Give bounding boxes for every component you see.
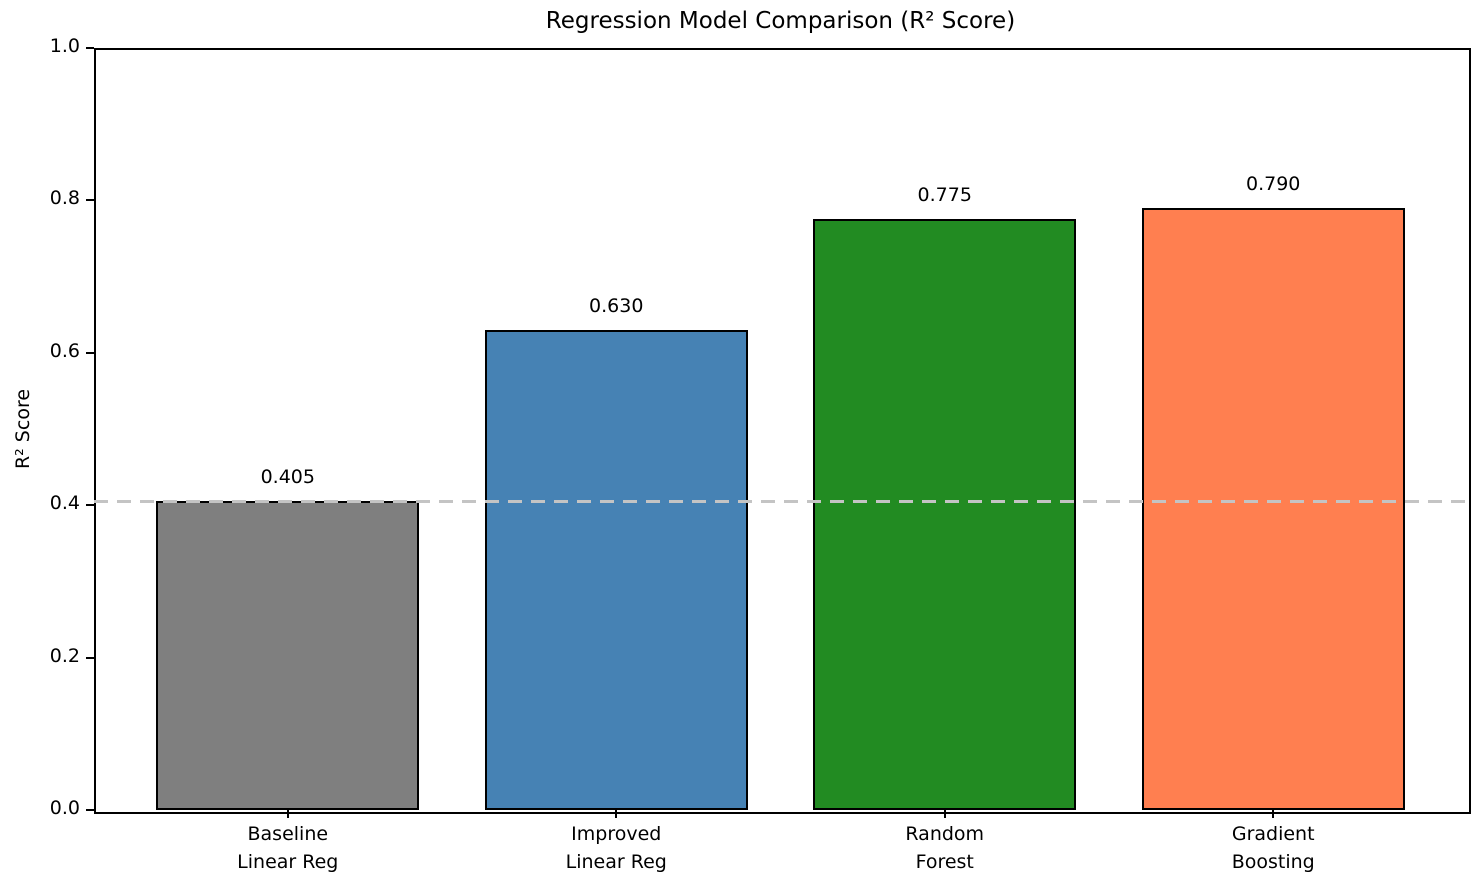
- x-tick-label-random-forest: Random Forest: [905, 823, 985, 873]
- y-tick-label: 0.8: [49, 187, 80, 210]
- x-tick-mark: [286, 810, 289, 818]
- bar-value-label-improved-linear-reg: 0.630: [589, 294, 644, 317]
- x-tick-label-improved-linear-reg: Improved Linear Reg: [565, 823, 667, 873]
- y-tick-mark: [86, 47, 94, 49]
- chart-title: Regression Model Comparison (R² Score): [545, 8, 1016, 34]
- bar-random-forest: [813, 219, 1077, 810]
- y-tick-mark: [86, 351, 94, 354]
- bar-improved-linear-reg: [484, 329, 748, 810]
- y-tick-label: 0.6: [49, 339, 80, 362]
- y-tick-mark: [86, 504, 94, 507]
- y-tick-mark: [86, 809, 94, 811]
- x-tick-label-gradient-boosting: Gradient Boosting: [1231, 823, 1315, 873]
- x-tick-mark: [615, 810, 618, 818]
- baseline-reference-line: [94, 499, 1467, 503]
- y-tick-label: 0.4: [49, 492, 80, 515]
- y-tick-mark: [86, 199, 94, 202]
- bar-value-label-gradient-boosting: 0.790: [1246, 173, 1301, 196]
- y-tick-mark: [86, 656, 94, 659]
- bar-value-label-random-forest: 0.775: [917, 184, 972, 207]
- x-tick-mark: [1272, 810, 1275, 818]
- x-tick-label-baseline-linear-reg: Baseline Linear Reg: [237, 823, 339, 873]
- y-tick-label: 0.2: [49, 644, 80, 667]
- bar-value-label-baseline-linear-reg: 0.405: [260, 466, 315, 489]
- x-tick-mark: [943, 810, 946, 818]
- y-tick-label: 1.0: [49, 35, 80, 57]
- bar-gradient-boosting: [1141, 208, 1405, 810]
- y-tick-label: 0.0: [49, 797, 80, 819]
- bar-baseline-linear-reg: [156, 501, 420, 810]
